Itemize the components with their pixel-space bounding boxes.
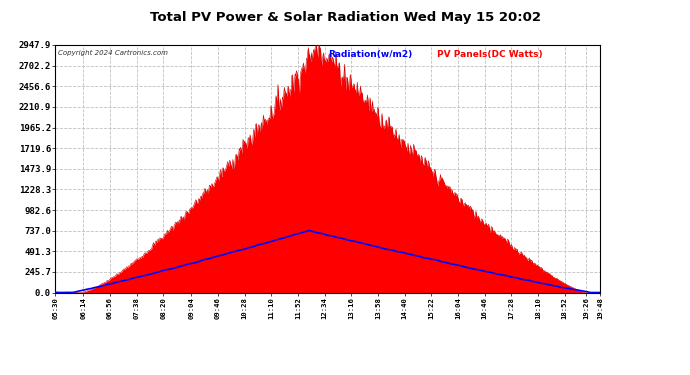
Text: Copyright 2024 Cartronics.com: Copyright 2024 Cartronics.com bbox=[58, 50, 168, 56]
Text: Radiation(w/m2): Radiation(w/m2) bbox=[328, 50, 412, 59]
Text: Total PV Power & Solar Radiation Wed May 15 20:02: Total PV Power & Solar Radiation Wed May… bbox=[150, 11, 540, 24]
Text: PV Panels(DC Watts): PV Panels(DC Watts) bbox=[437, 50, 542, 59]
